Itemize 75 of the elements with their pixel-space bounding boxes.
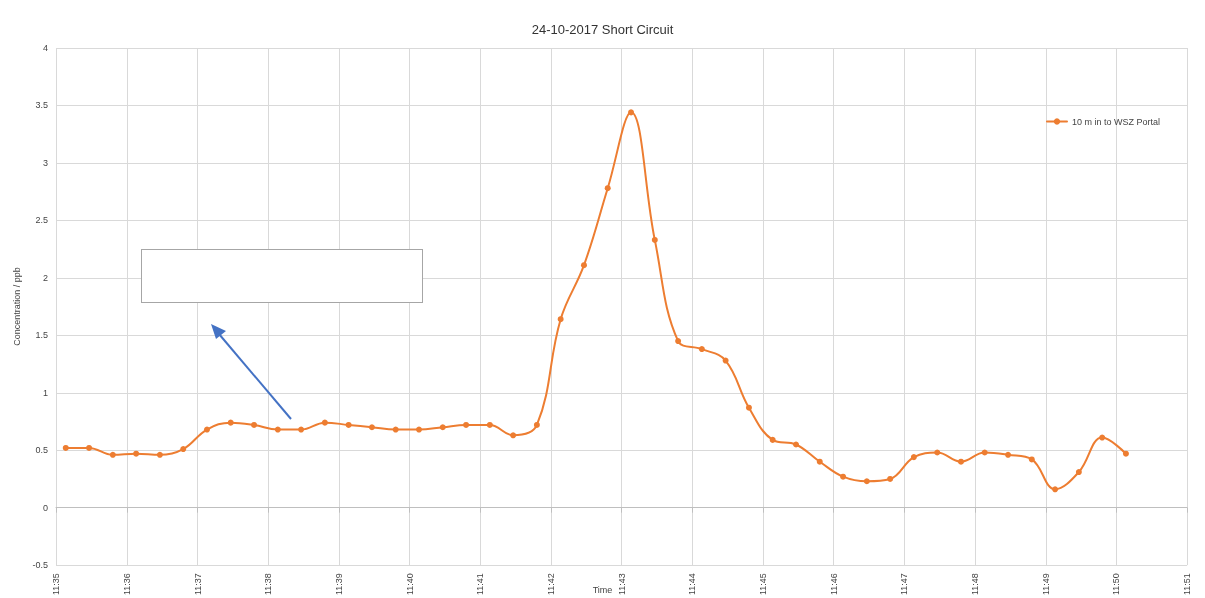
point — [416, 426, 423, 433]
point — [298, 426, 305, 433]
point — [745, 404, 752, 411]
point — [580, 262, 587, 269]
x-tick-label: 11:50 — [1111, 573, 1122, 596]
point — [439, 424, 446, 431]
point — [368, 424, 375, 431]
point — [557, 316, 564, 323]
point — [1122, 450, 1129, 457]
point — [463, 421, 470, 428]
x-tick-label: 11:43 — [616, 573, 627, 596]
legend-label: 10 m in to WSZ Portal — [1071, 116, 1160, 127]
point — [86, 444, 93, 451]
point — [510, 432, 517, 439]
point — [910, 454, 917, 461]
y-tick-label: 3.5 — [35, 100, 48, 111]
point — [203, 426, 210, 433]
chart-title: 24-10-2017 Short Circuit — [531, 22, 674, 37]
point — [486, 421, 493, 428]
x-tick-label: 11:41 — [475, 573, 486, 596]
x-tick-label: 11:47 — [899, 573, 910, 596]
point — [769, 436, 776, 443]
x-tick-label: 11:39 — [333, 573, 344, 596]
y-axis-title: Concentration / ppb — [12, 267, 23, 346]
x-axis-title: Time — [592, 584, 613, 595]
x-tick-label: 11:42 — [545, 573, 556, 596]
x-tick-label: 11:38 — [263, 573, 274, 596]
point — [133, 450, 140, 457]
point — [651, 236, 658, 243]
x-tick-label: 11:44 — [687, 573, 698, 596]
y-tick-label: 3 — [42, 157, 48, 168]
x-tick-label: 11:45 — [757, 573, 768, 596]
point — [675, 338, 682, 345]
y-tick-label: -0.5 — [32, 560, 48, 571]
point — [1052, 486, 1059, 493]
point — [109, 451, 116, 458]
point — [1005, 451, 1012, 458]
point — [628, 109, 635, 116]
x-tick-label: 11:35 — [51, 573, 61, 596]
x-tick-label: 11:46 — [828, 573, 839, 596]
point — [840, 473, 847, 480]
x-tick-label: 11:36 — [121, 573, 132, 596]
point — [156, 451, 163, 458]
x-tick-label: 11:48 — [969, 573, 980, 596]
point — [1075, 469, 1082, 476]
point — [345, 421, 352, 428]
y-tick-label: 2 — [42, 272, 48, 283]
point — [533, 421, 540, 428]
point — [1099, 434, 1106, 441]
x-tick-label: 11:51 — [1182, 573, 1192, 596]
point — [793, 441, 800, 448]
point — [816, 458, 823, 465]
x-tick-label: 11:37 — [192, 573, 203, 596]
point — [722, 357, 729, 364]
y-tick-label: 0 — [42, 502, 48, 513]
x-tick-label: 11:40 — [404, 573, 415, 596]
point — [957, 458, 964, 465]
point — [604, 185, 611, 192]
point — [698, 346, 705, 353]
y-tick-label: 2.5 — [35, 215, 48, 226]
y-tick-label: 0.5 — [35, 445, 48, 456]
point — [1028, 456, 1035, 463]
point — [227, 419, 234, 426]
y-tick-label: 1.5 — [35, 330, 48, 341]
point — [934, 449, 941, 456]
y-tick-label: 4 — [42, 43, 48, 53]
point — [180, 446, 187, 453]
x-tick-label: 11:49 — [1040, 573, 1051, 596]
point — [321, 419, 328, 426]
point — [863, 478, 870, 485]
point — [62, 444, 69, 451]
y-tick-label: 1 — [42, 387, 48, 398]
point — [887, 475, 894, 482]
point — [251, 421, 258, 428]
point — [274, 426, 281, 433]
